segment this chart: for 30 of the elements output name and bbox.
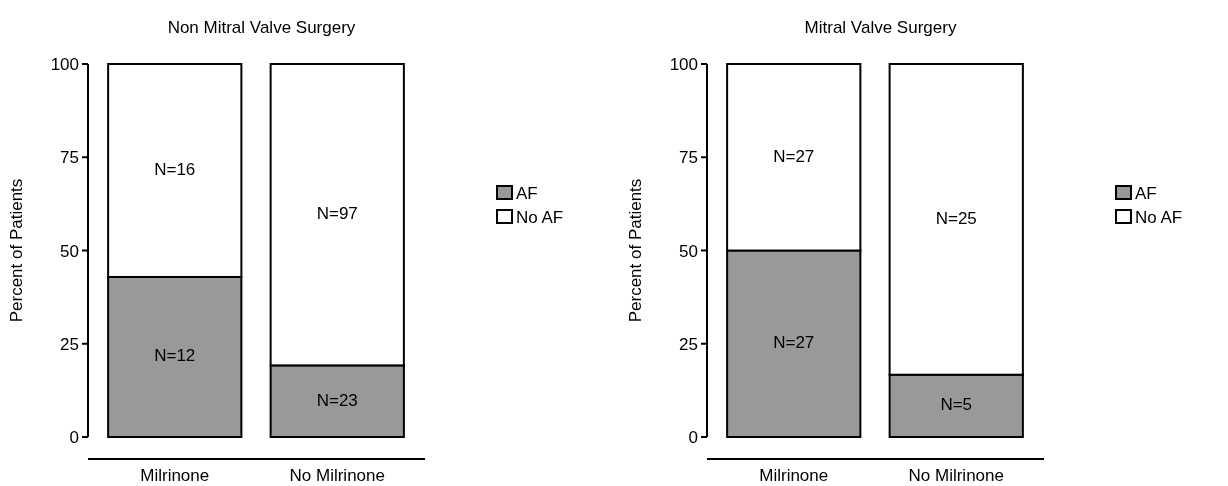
annotation: N=16 [154, 159, 196, 179]
x-tick-label: No Milrinone [289, 466, 385, 485]
x-tick-label: Milrinone [759, 466, 829, 485]
y-tick-label: 25 [679, 334, 698, 354]
annotation: N=5 [940, 395, 973, 415]
annotation: N=12 [154, 346, 196, 366]
y-tick-label: 75 [679, 148, 698, 168]
y-tick-label: 0 [688, 428, 698, 447]
y-axis-title: Percent of Patients [7, 178, 26, 323]
annotation: N=97 [316, 204, 358, 224]
chart-title: Non Mitral Valve Surgery [167, 18, 356, 37]
y-axis-title: Percent of Patients [626, 178, 645, 323]
annotation: N=27 [773, 333, 815, 353]
legend-label: AF [516, 184, 538, 203]
annotation: N=23 [316, 390, 358, 410]
x-tick-label: No Milrinone [908, 466, 1004, 485]
legend-label: No AF [1135, 208, 1183, 227]
legend-label: No AF [516, 208, 564, 227]
y-tick-label: 50 [679, 241, 698, 261]
y-tick-label: 100 [50, 55, 79, 74]
y-tick-label: 100 [669, 55, 698, 74]
y-tick-label: 50 [60, 241, 79, 261]
y-tick-label: 75 [60, 148, 79, 168]
y-tick-label: 0 [69, 428, 79, 447]
annotation: N=25 [935, 208, 977, 228]
x-tick-label: Milrinone [140, 466, 210, 485]
chart-title: Mitral Valve Surgery [804, 18, 957, 37]
annotation: N=27 [773, 146, 815, 166]
y-tick-label: 25 [60, 334, 79, 354]
legend-label: AF [1135, 184, 1157, 203]
